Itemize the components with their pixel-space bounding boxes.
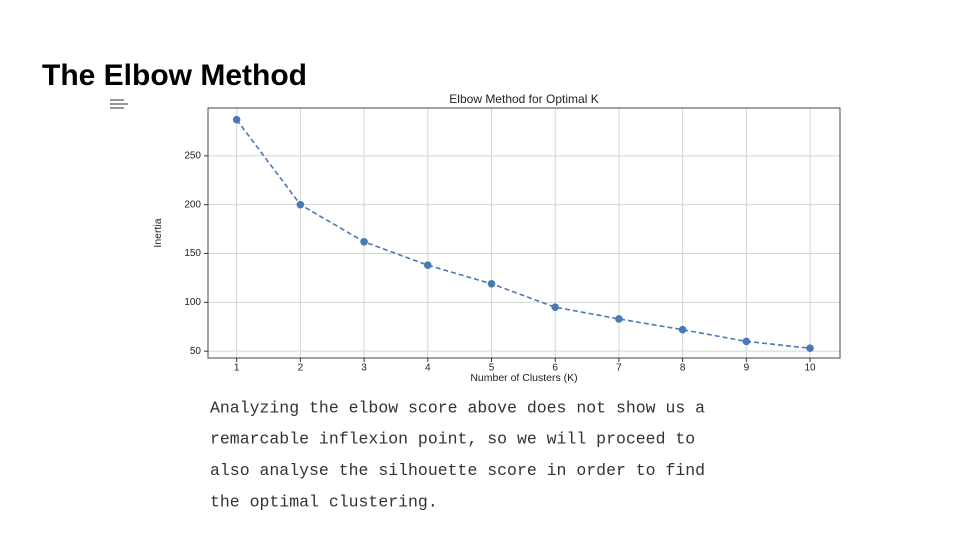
x-tick-label: 2 (298, 363, 304, 374)
data-point (487, 279, 496, 288)
data-point (232, 115, 241, 124)
data-point (296, 200, 305, 209)
plot-frame (207, 107, 841, 359)
x-tick-label: 8 (680, 363, 686, 374)
data-point (360, 237, 368, 246)
body-line: remarcable inflexion point, so we will p… (210, 430, 695, 449)
y-tick-label: 150 (184, 248, 201, 259)
y-tick-label: 100 (184, 297, 201, 308)
y-tick-label: 50 (190, 346, 202, 357)
body-line: Analyzing the elbow score above does not… (210, 398, 705, 417)
output-icon (110, 99, 128, 109)
x-tick-label: 9 (744, 363, 750, 374)
x-tick-label: 7 (616, 363, 622, 374)
data-line (236, 119, 811, 350)
data-point (615, 315, 623, 323)
data-point (551, 303, 560, 312)
x-axis-label: Number of Clusters (K) (470, 372, 577, 384)
x-tick-label: 3 (361, 363, 367, 374)
y-tick-label: 200 (184, 199, 201, 210)
x-tick-label: 6 (552, 363, 558, 374)
body-line: the optimal clustering. (210, 492, 438, 511)
x-tick-label: 10 (804, 363, 816, 374)
y-tick-label: 250 (184, 150, 201, 161)
data-point (678, 325, 687, 334)
data-point (423, 261, 432, 270)
body-line: also analyse the silhouette score in ord… (210, 461, 705, 480)
x-tick-label: 4 (425, 363, 431, 374)
x-tick-label: 5 (489, 363, 495, 374)
chart-title: Elbow Method for Optimal K (449, 92, 598, 106)
data-point (742, 337, 751, 346)
slide-title: The Elbow Method (42, 59, 307, 92)
y-axis-label: Inertia (152, 218, 164, 247)
x-tick-label: 1 (234, 363, 240, 374)
data-point (806, 344, 814, 353)
